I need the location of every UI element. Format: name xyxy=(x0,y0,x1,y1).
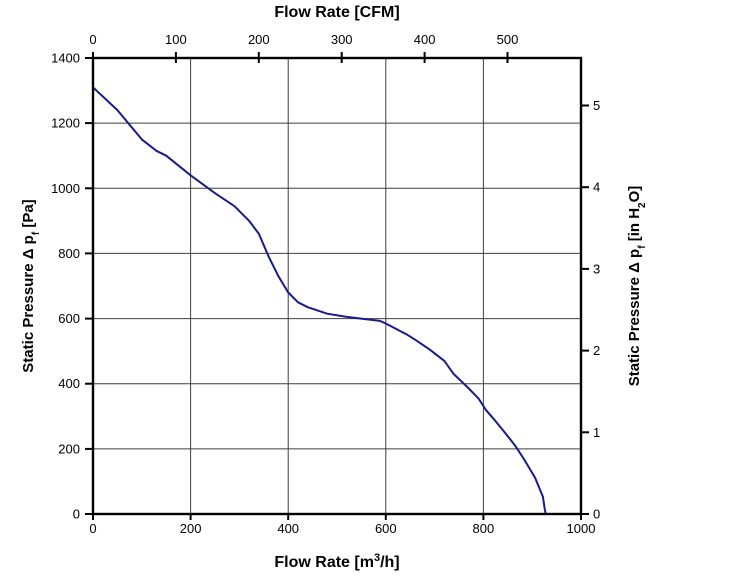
svg-text:2: 2 xyxy=(593,343,600,358)
svg-text:0: 0 xyxy=(73,507,80,522)
svg-text:200: 200 xyxy=(248,32,270,47)
svg-text:1200: 1200 xyxy=(51,116,80,131)
svg-text:Static Pressure Δ pf [in H2O]: Static Pressure Δ pf [in H2O] xyxy=(626,186,648,387)
svg-text:3: 3 xyxy=(593,261,600,276)
svg-text:200: 200 xyxy=(58,441,80,456)
svg-text:Flow Rate [m3/h]: Flow Rate [m3/h] xyxy=(274,552,399,571)
svg-text:800: 800 xyxy=(58,246,80,261)
svg-text:100: 100 xyxy=(165,32,187,47)
svg-text:5: 5 xyxy=(593,98,600,113)
svg-text:1400: 1400 xyxy=(51,51,80,66)
svg-text:Flow Rate [CFM]: Flow Rate [CFM] xyxy=(274,4,399,21)
svg-text:600: 600 xyxy=(375,521,397,536)
svg-text:800: 800 xyxy=(473,521,495,536)
svg-text:200: 200 xyxy=(180,521,202,536)
svg-text:1000: 1000 xyxy=(51,181,80,196)
svg-text:300: 300 xyxy=(331,32,353,47)
svg-text:Static Pressure Δ pf [Pa]: Static Pressure Δ pf [Pa] xyxy=(20,199,42,372)
svg-text:400: 400 xyxy=(277,521,299,536)
svg-text:400: 400 xyxy=(414,32,436,47)
svg-text:400: 400 xyxy=(58,376,80,391)
svg-text:4: 4 xyxy=(593,180,600,195)
svg-text:0: 0 xyxy=(593,507,600,522)
svg-text:1: 1 xyxy=(593,425,600,440)
svg-text:500: 500 xyxy=(497,32,519,47)
svg-text:1000: 1000 xyxy=(567,521,596,536)
svg-text:0: 0 xyxy=(89,521,96,536)
svg-text:600: 600 xyxy=(58,311,80,326)
svg-text:0: 0 xyxy=(89,32,96,47)
